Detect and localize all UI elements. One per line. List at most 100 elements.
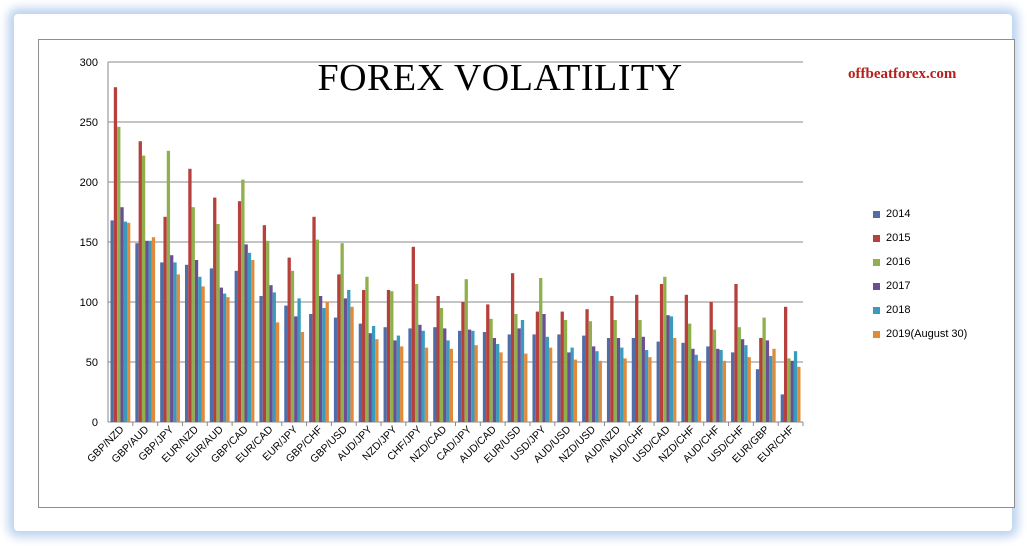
bar xyxy=(396,335,401,422)
bar xyxy=(318,296,323,422)
bar xyxy=(532,334,536,422)
bar xyxy=(644,350,649,422)
y-tick-label: 100 xyxy=(80,297,98,309)
bar xyxy=(151,237,156,422)
bar xyxy=(510,273,515,422)
bar xyxy=(755,369,760,422)
bar xyxy=(620,347,624,422)
bar xyxy=(474,345,478,422)
bar xyxy=(234,270,238,422)
bar xyxy=(722,360,727,422)
bar xyxy=(783,306,788,422)
bar xyxy=(731,352,735,422)
bar xyxy=(191,207,195,422)
bar xyxy=(222,293,227,422)
bar xyxy=(315,239,319,422)
bar xyxy=(610,296,614,422)
bar xyxy=(539,278,543,422)
bar xyxy=(424,347,429,422)
legend-label: 2017 xyxy=(886,280,911,292)
bar xyxy=(709,302,713,422)
bar xyxy=(535,311,540,422)
bar xyxy=(486,304,490,422)
legend-swatch xyxy=(873,306,880,314)
legend-item: 2017 xyxy=(873,274,967,298)
bar xyxy=(769,356,773,422)
chart-area xyxy=(38,39,1015,508)
bar xyxy=(446,340,450,422)
bar xyxy=(141,155,146,422)
bar xyxy=(762,317,766,422)
bar xyxy=(666,315,670,422)
bar xyxy=(275,322,280,422)
bar xyxy=(542,314,546,422)
bar xyxy=(582,335,586,422)
bar xyxy=(461,302,465,422)
bar xyxy=(194,260,199,422)
bar xyxy=(272,292,276,422)
legend-label: 2018 xyxy=(886,304,911,316)
legend-swatch xyxy=(873,210,880,218)
bar xyxy=(663,276,667,422)
bar xyxy=(496,344,500,422)
legend-item: 2016 xyxy=(873,250,967,274)
bar xyxy=(631,338,636,422)
bar xyxy=(694,354,698,422)
bar xyxy=(219,287,223,422)
bar xyxy=(163,216,167,422)
bar xyxy=(514,314,518,422)
bar xyxy=(449,348,453,422)
bar xyxy=(623,358,627,422)
bar xyxy=(287,257,291,422)
bar xyxy=(251,260,255,422)
bar xyxy=(117,126,121,423)
bar xyxy=(691,348,695,422)
bar xyxy=(386,290,391,422)
bar xyxy=(659,284,664,422)
bar xyxy=(209,268,214,422)
bar xyxy=(390,291,394,422)
bar xyxy=(216,224,220,422)
bar xyxy=(656,341,660,422)
bar xyxy=(269,285,273,422)
bar xyxy=(684,294,689,422)
bar xyxy=(719,350,723,422)
bar xyxy=(160,262,164,422)
bar xyxy=(595,351,599,422)
bar xyxy=(458,330,462,422)
bar xyxy=(436,296,440,422)
legend-swatch xyxy=(873,282,880,290)
bar xyxy=(290,270,295,422)
bar xyxy=(213,197,217,422)
bar xyxy=(241,179,245,422)
bar xyxy=(482,332,487,422)
bar xyxy=(734,284,738,422)
bar xyxy=(362,290,366,422)
bar xyxy=(244,244,248,422)
bar xyxy=(418,324,422,422)
bar xyxy=(237,201,242,422)
bar xyxy=(294,316,298,422)
bar xyxy=(325,302,329,422)
bar xyxy=(467,329,472,422)
bar xyxy=(716,348,720,422)
bar xyxy=(333,317,338,422)
bar xyxy=(524,353,528,422)
bar xyxy=(259,296,263,422)
bar xyxy=(309,314,313,422)
bar xyxy=(262,225,267,422)
chart-title: FOREX VOLATILITY xyxy=(317,57,683,99)
bar xyxy=(365,276,369,422)
bar xyxy=(560,311,564,422)
legend-item: 2015 xyxy=(873,226,967,250)
bar xyxy=(383,327,387,422)
bar xyxy=(772,348,776,422)
bar xyxy=(408,328,412,422)
bar xyxy=(688,323,692,422)
bar xyxy=(697,360,702,422)
bar xyxy=(300,332,305,422)
bar xyxy=(368,333,372,422)
bar xyxy=(312,216,316,422)
bar xyxy=(606,338,611,422)
bar xyxy=(638,320,642,422)
